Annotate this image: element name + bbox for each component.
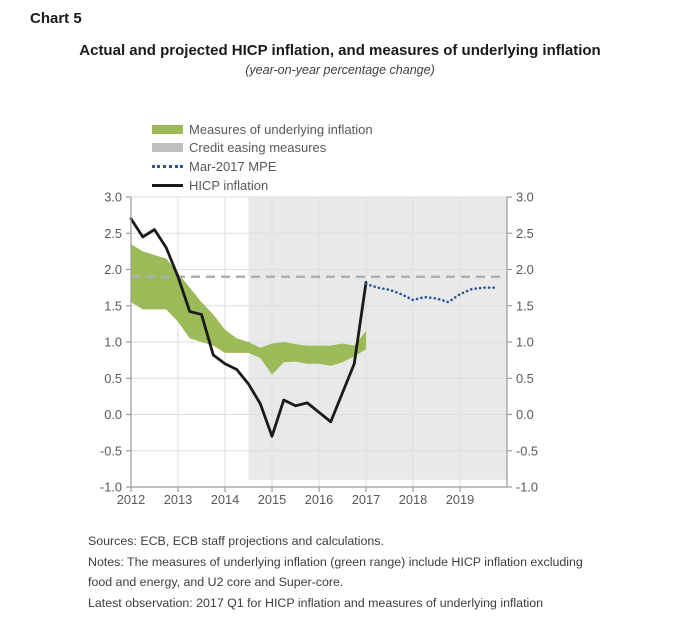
legend-label: Credit easing measures	[189, 140, 327, 156]
inflation-chart-svg: 3.0 3.0 2.5 2.5 2.0 2.0 1.5 1.5 1.0 1.0 0.5 0.5 0.0 0…	[100, 190, 538, 508]
underlying-inflation-band	[131, 244, 366, 375]
svg-text:2015: 2015	[258, 492, 286, 507]
svg-text:2018: 2018	[399, 492, 427, 507]
svg-text:0.5: 0.5	[104, 371, 122, 386]
svg-text:2014: 2014	[211, 492, 239, 507]
svg-text:3.0: 3.0	[104, 190, 122, 205]
gray-band-swatch-icon	[152, 143, 183, 153]
chart-legend: Measures of underlying inflation Credit …	[152, 120, 373, 194]
svg-text:-1.0: -1.0	[100, 480, 122, 495]
chart-number-label: Chart 5	[30, 10, 82, 27]
methodology-note: Notes: The measures of underlying inflat…	[88, 554, 583, 590]
legend-label: Measures of underlying inflation	[189, 121, 373, 137]
svg-text:2.0: 2.0	[104, 262, 122, 277]
svg-text:-0.5: -0.5	[100, 443, 122, 458]
legend-item-hicp: HICP inflation	[152, 176, 373, 195]
legend-item-underlying-inflation: Measures of underlying inflation	[152, 120, 373, 139]
svg-text:-1.0: -1.0	[516, 480, 538, 495]
svg-text:2019: 2019	[446, 492, 474, 507]
svg-text:3.0: 3.0	[516, 190, 534, 205]
legend-item-credit-easing: Credit easing measures	[152, 139, 373, 158]
chart-footnotes: Sources: ECB, ECB staff projections and …	[88, 531, 602, 613]
svg-text:2016: 2016	[305, 492, 333, 507]
svg-text:0.0: 0.0	[516, 407, 534, 422]
svg-text:0.0: 0.0	[104, 407, 122, 422]
latest-observation-note: Latest observation: 2017 Q1 for HICP inf…	[88, 595, 544, 610]
svg-text:0.5: 0.5	[516, 371, 534, 386]
chart-subtitle: (year-on-year percentage change)	[245, 63, 435, 77]
svg-text:2012: 2012	[117, 492, 145, 507]
legend-label: Mar-2017 MPE	[189, 158, 277, 174]
legend-label: HICP inflation	[189, 177, 269, 193]
mpe-projection-line	[364, 282, 497, 304]
svg-text:1.5: 1.5	[104, 298, 122, 313]
svg-text:2.5: 2.5	[104, 226, 122, 241]
sources-note: Sources: ECB, ECB staff projections and …	[88, 534, 384, 548]
dotted-line-swatch-icon	[152, 164, 183, 168]
chart-plot-area: 3.0 3.0 2.5 2.5 2.0 2.0 1.5 1.5 1.0 1.0 0.5 0.5 0.0 0…	[0, 180, 680, 525]
axes	[126, 196, 512, 492]
axis-tick-labels: 3.0 3.0 2.5 2.5 2.0 2.0 1.5 1.5 1.0 1.0 0.5 0.5 0.0 0…	[100, 190, 538, 508]
svg-text:2013: 2013	[164, 492, 192, 507]
legend-item-mpe: Mar-2017 MPE	[152, 157, 373, 176]
svg-text:1.0: 1.0	[104, 335, 122, 350]
svg-text:1.0: 1.0	[516, 335, 534, 350]
svg-text:1.5: 1.5	[516, 298, 534, 313]
svg-text:-0.5: -0.5	[516, 443, 538, 458]
hicp-inflation-line	[129, 217, 368, 438]
credit-easing-span	[248, 197, 507, 480]
svg-text:2.5: 2.5	[516, 226, 534, 241]
svg-text:2017: 2017	[352, 492, 380, 507]
green-band-swatch-icon	[152, 124, 183, 134]
solid-line-swatch-icon	[152, 183, 183, 187]
chart-title: Actual and projected HICP inflation, and…	[79, 42, 601, 59]
svg-text:2.0: 2.0	[516, 262, 534, 277]
